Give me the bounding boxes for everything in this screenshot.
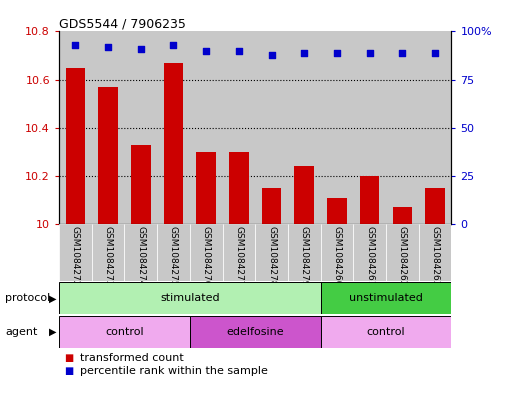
Text: GSM1084274: GSM1084274	[136, 226, 145, 286]
Bar	[360, 176, 380, 224]
Bar	[223, 224, 255, 281]
Text: GSM1084276: GSM1084276	[202, 226, 211, 286]
Text: unstimulated: unstimulated	[349, 293, 423, 303]
Bar	[190, 31, 223, 224]
Text: GDS5544 / 7906235: GDS5544 / 7906235	[59, 17, 186, 30]
Text: control: control	[367, 327, 405, 337]
Bar	[288, 31, 321, 224]
Text: ▶: ▶	[49, 327, 56, 337]
Bar	[392, 207, 412, 224]
Text: percentile rank within the sample: percentile rank within the sample	[80, 366, 267, 376]
Text: ■: ■	[64, 353, 73, 363]
Bar	[92, 31, 124, 224]
Text: ■: ■	[64, 366, 73, 376]
Bar	[419, 31, 451, 224]
Text: edelfosine: edelfosine	[226, 327, 284, 337]
Point	[136, 46, 145, 52]
Point	[235, 48, 243, 54]
Point	[398, 50, 406, 56]
Bar	[321, 224, 353, 281]
Bar	[255, 31, 288, 224]
Bar	[59, 31, 92, 224]
Text: GSM1084279: GSM1084279	[300, 226, 309, 286]
Text: protocol: protocol	[5, 293, 50, 303]
Bar	[321, 316, 451, 348]
Bar	[59, 316, 190, 348]
Text: GSM1084278: GSM1084278	[267, 226, 276, 286]
Point	[202, 48, 210, 54]
Text: transformed count: transformed count	[80, 353, 183, 363]
Text: GSM1084262: GSM1084262	[398, 226, 407, 286]
Bar	[229, 152, 249, 224]
Text: ▶: ▶	[49, 293, 56, 303]
Bar	[164, 63, 183, 224]
Bar	[59, 282, 321, 314]
Point	[366, 50, 374, 56]
Bar	[92, 224, 125, 281]
Bar	[196, 152, 216, 224]
Bar	[262, 188, 281, 224]
Bar	[59, 224, 92, 281]
Bar	[190, 224, 223, 281]
Point	[333, 50, 341, 56]
Bar	[124, 31, 157, 224]
Bar	[321, 282, 451, 314]
Text: control: control	[105, 327, 144, 337]
Text: GSM1084272: GSM1084272	[71, 226, 80, 286]
Bar	[131, 145, 150, 224]
Bar	[288, 224, 321, 281]
Point	[431, 50, 439, 56]
Bar	[294, 166, 314, 224]
Bar	[190, 316, 321, 348]
Point	[104, 44, 112, 50]
Text: GSM1084261: GSM1084261	[365, 226, 374, 286]
Text: GSM1084277: GSM1084277	[234, 226, 243, 286]
Text: GSM1084260: GSM1084260	[332, 226, 342, 286]
Point	[169, 42, 177, 48]
Bar	[157, 31, 190, 224]
Bar	[223, 31, 255, 224]
Text: GSM1084273: GSM1084273	[104, 226, 112, 286]
Bar	[419, 224, 451, 281]
Text: GSM1084275: GSM1084275	[169, 226, 178, 286]
Bar	[353, 31, 386, 224]
Bar	[321, 31, 353, 224]
Point	[267, 51, 275, 58]
Bar	[386, 31, 419, 224]
Bar	[157, 224, 190, 281]
Bar	[66, 68, 85, 224]
Bar	[255, 224, 288, 281]
Text: stimulated: stimulated	[160, 293, 220, 303]
Bar	[425, 188, 445, 224]
Bar	[353, 224, 386, 281]
Point	[71, 42, 80, 48]
Text: GSM1084263: GSM1084263	[430, 226, 440, 286]
Bar	[124, 224, 157, 281]
Bar	[98, 87, 118, 224]
Bar	[327, 198, 347, 224]
Text: agent: agent	[5, 327, 37, 337]
Point	[300, 50, 308, 56]
Bar	[386, 224, 419, 281]
